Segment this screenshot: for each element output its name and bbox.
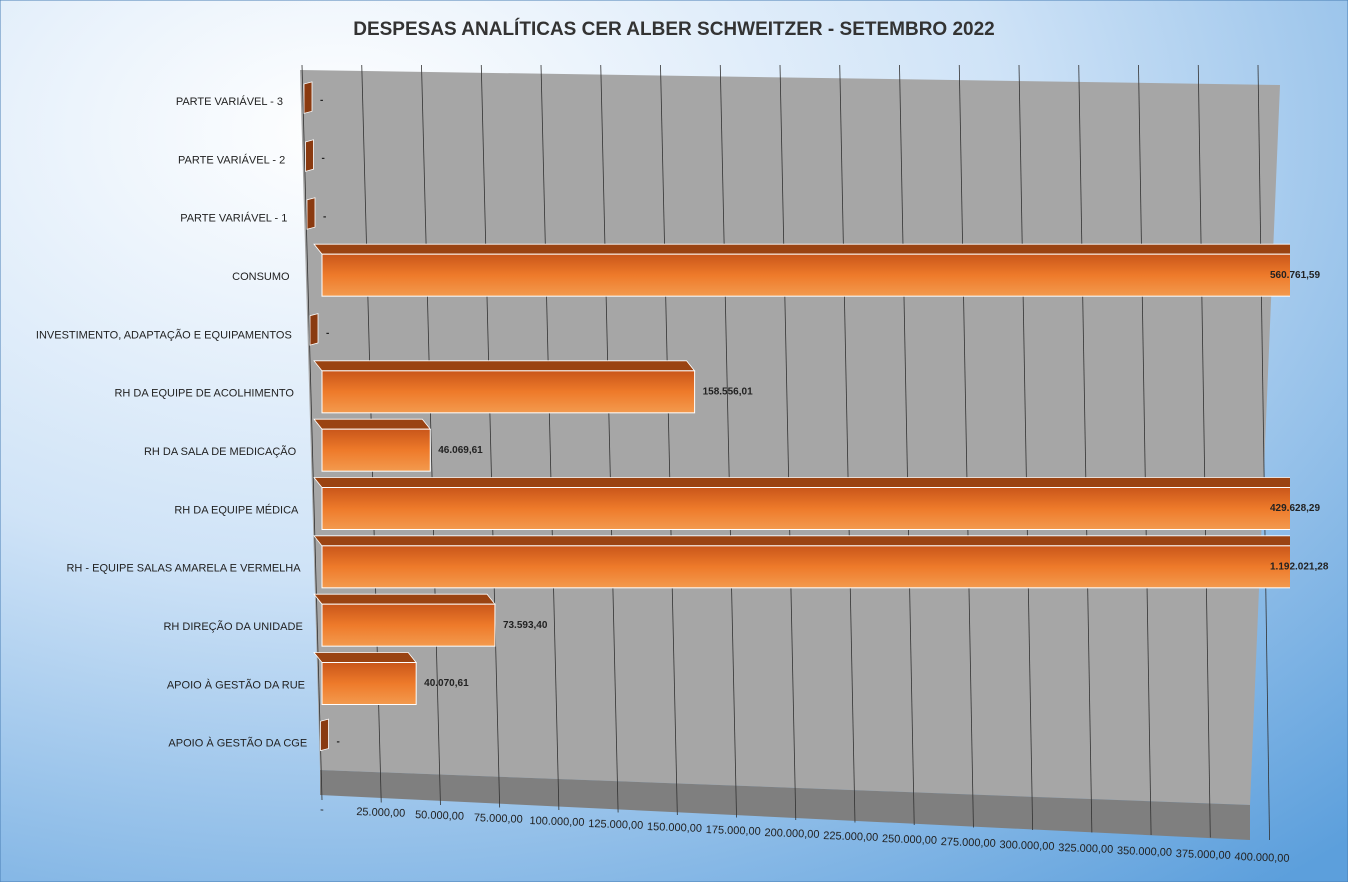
x-tick-label: 300.000,00 [999, 839, 1054, 853]
bar-top [313, 652, 417, 663]
value-label: - [322, 153, 325, 164]
x-tick-label: 250.000,00 [882, 833, 937, 847]
x-tick-label: 150.000,00 [647, 821, 702, 835]
y-tick-label: CONSUMO [232, 271, 290, 283]
bar [306, 197, 316, 230]
x-tick-label: 100.000,00 [529, 815, 584, 829]
value-label: 158.556,01 [703, 386, 753, 397]
grid-line [421, 64, 441, 806]
floor [320, 770, 1250, 840]
bar [321, 662, 417, 705]
grid-line [660, 64, 678, 816]
x-tick-label: 175.000,00 [706, 824, 761, 838]
bar [321, 545, 1290, 589]
value-label: 73.593,40 [503, 620, 548, 631]
value-label: - [326, 328, 329, 339]
bar [303, 81, 313, 114]
grid-line [1018, 64, 1034, 831]
bar-top [313, 418, 432, 430]
bar [321, 428, 431, 472]
x-tick-label: 50.000,00 [415, 809, 464, 823]
grid-line [839, 64, 856, 823]
back-wall [300, 70, 1280, 805]
y-tick-label: RH DA SALA DE MEDICAÇÃO [144, 445, 297, 458]
value-label: 429.628,29 [1270, 503, 1320, 514]
bar [321, 603, 496, 647]
y-tick-label: INVESTIMENTO, ADAPTAÇÃO E EQUIPAMENTOS [36, 328, 292, 341]
y-tick-label: PARTE VARIÁVEL - 1 [180, 212, 287, 225]
bar [305, 139, 314, 172]
x-tick-label: - [320, 804, 324, 816]
grid-line [1197, 64, 1211, 838]
grid-line [1257, 64, 1270, 840]
value-label: 560.761,59 [1270, 270, 1320, 281]
y-tick-label: PARTE VARIÁVEL - 2 [178, 153, 285, 166]
value-label: 1.192.021,28 [1270, 561, 1329, 572]
bar-top [313, 477, 1290, 488]
bar [321, 487, 1290, 530]
y-tick-label: APOIO À GESTÃO DA CGE [168, 737, 307, 750]
bar-top [313, 535, 1290, 547]
value-label: 46.069,61 [438, 445, 483, 456]
bar-top [313, 243, 1290, 255]
value-label: - [323, 211, 326, 222]
value-label: 40.070,61 [424, 678, 469, 689]
x-tick-label: 225.000,00 [823, 830, 878, 844]
plot [301, 64, 1290, 840]
grid-line [719, 64, 737, 818]
x-tick-label: 325.000,00 [1058, 842, 1113, 856]
grid-line [899, 64, 915, 826]
bar [309, 313, 319, 346]
bar-top [313, 593, 496, 605]
x-tick-label: 200.000,00 [764, 827, 819, 841]
y-tick-label: APOIO À GESTÃO DA RUE [167, 678, 305, 691]
x-tick-label: 275.000,00 [941, 836, 996, 850]
y-tick-label: RH - EQUIPE SALAS AMARELA E VERMELHA [66, 563, 301, 575]
bar [321, 253, 1290, 297]
grid-line [1138, 64, 1152, 836]
x-tick-label: 125.000,00 [588, 818, 643, 832]
x-tick-label: 400.000,00 [1234, 851, 1289, 865]
grid-line [958, 64, 974, 828]
grid-line [779, 64, 797, 821]
y-tick-label: RH DIREÇÃO DA UNIDADE [163, 620, 302, 633]
grid-line [600, 64, 619, 813]
value-label: - [337, 736, 340, 747]
grid-line [1078, 64, 1093, 833]
grid-line [301, 64, 323, 801]
y-tick-label: RH DA EQUIPE MÉDICA [174, 503, 299, 516]
bar [320, 718, 329, 752]
bar-top [313, 360, 696, 372]
bar [321, 370, 696, 414]
grid-line [540, 64, 560, 811]
y-tick-label: RH DA EQUIPE DE ACOLHIMENTO [114, 388, 294, 400]
x-tick-label: 25.000,00 [356, 806, 405, 820]
grid-line [480, 64, 501, 808]
value-label: - [320, 95, 323, 106]
x-tick-label: 350.000,00 [1117, 845, 1172, 859]
x-tick-label: 75.000,00 [474, 812, 523, 826]
chart-title: DESPESAS ANALÍTICAS CER ALBER SCHWEITZER… [353, 18, 995, 40]
x-tick-label: 375.000,00 [1176, 848, 1231, 862]
y-tick-label: PARTE VARIÁVEL - 3 [176, 95, 283, 108]
